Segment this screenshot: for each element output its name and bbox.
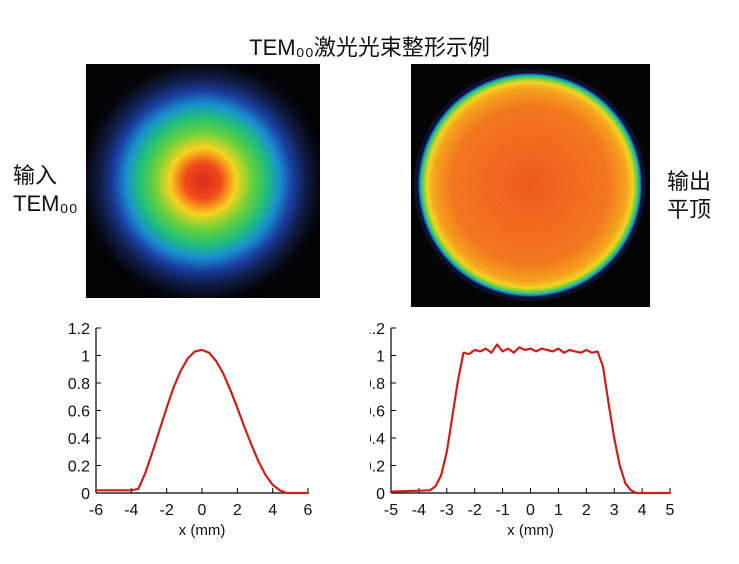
x-tick-label: 3	[610, 502, 619, 519]
y-tick-label: 0.2	[370, 459, 385, 476]
y-tick-label: 1	[81, 349, 90, 366]
x-tick-label: 4	[638, 502, 647, 519]
x-tick-label: 6	[304, 502, 313, 519]
x-tick-label: -2	[160, 502, 174, 519]
intensity-profile-line	[96, 350, 308, 493]
intensity-profile-line	[391, 345, 670, 494]
input-beam-image	[86, 64, 320, 298]
x-axis-label: x (mm)	[179, 522, 226, 539]
x-axis-label: x (mm)	[507, 522, 554, 539]
y-tick-label: 0.8	[68, 376, 90, 393]
x-tick-label: 0	[198, 502, 207, 519]
x-tick-label: -3	[440, 502, 454, 519]
y-tick-label: 0.6	[68, 404, 90, 421]
figure-title: TEM₀₀激光光束整形示例	[0, 30, 739, 62]
x-tick-label: 5	[666, 502, 675, 519]
y-tick-label: 0.8	[370, 376, 385, 393]
y-tick-label: 0.4	[370, 431, 385, 448]
y-tick-label: 1	[376, 349, 385, 366]
output-label-line1: 输出	[667, 168, 711, 196]
x-tick-label: 0	[526, 502, 535, 519]
x-tick-label: -4	[124, 502, 138, 519]
x-tick-label: 2	[582, 502, 591, 519]
output-beam-image	[411, 64, 650, 307]
y-tick-label: 0.4	[68, 431, 90, 448]
output-label-line2: 平顶	[667, 196, 711, 224]
x-tick-label: 2	[233, 502, 242, 519]
x-tick-label: -6	[89, 502, 103, 519]
y-tick-label: 1.2	[68, 321, 90, 338]
input-label-line2: TEM₀₀	[13, 190, 78, 218]
x-tick-label: -4	[412, 502, 426, 519]
x-tick-label: -1	[495, 502, 509, 519]
y-tick-label: 0	[376, 486, 385, 503]
output-label: 输出 平顶	[667, 168, 711, 224]
y-tick-label: 0.6	[370, 404, 385, 421]
input-label-line1: 输入	[13, 162, 78, 190]
y-tick-label: 0.2	[68, 459, 90, 476]
y-tick-label: 1.2	[370, 321, 385, 338]
input-profile-chart: 0 0.2 0.4 0.6 0.8 1 1.2 -6 -4 -2 0 2 4 6 x (mm)	[0, 318, 370, 553]
output-profile-chart: 0 0.2 0.4 0.6 0.8 1 1.2 -5 -4 -3 -2 -1 0 1 2 3 4 5 x (mm)	[370, 318, 739, 553]
y-tick-label: 0	[81, 486, 90, 503]
x-tick-label: 1	[554, 502, 563, 519]
x-tick-label: -5	[384, 502, 398, 519]
x-tick-label: -2	[468, 502, 482, 519]
input-label: 输入 TEM₀₀	[13, 162, 78, 218]
x-tick-label: 4	[268, 502, 277, 519]
